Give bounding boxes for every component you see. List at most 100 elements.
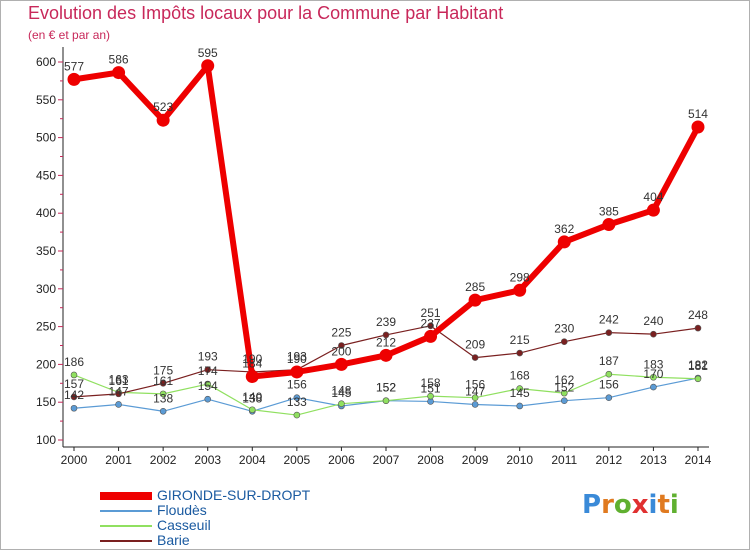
legend-swatch-casseuil — [100, 525, 152, 527]
data-point — [605, 370, 613, 378]
data-point — [516, 385, 524, 392]
data-label: 161 — [153, 374, 173, 388]
legend-label: Barie — [157, 532, 190, 548]
y-tick-label: 350 — [36, 244, 56, 258]
data-label: 151 — [421, 381, 441, 395]
logo-letter: i — [669, 490, 679, 520]
data-point — [156, 113, 170, 127]
data-point — [245, 369, 259, 383]
data-label: 140 — [242, 390, 262, 404]
logo-letter: r — [601, 490, 614, 520]
data-label: 237 — [421, 316, 441, 330]
data-label: 514 — [688, 107, 708, 121]
data-label: 170 — [643, 367, 663, 381]
data-point — [471, 354, 479, 361]
data-point — [204, 366, 212, 373]
data-point — [602, 218, 616, 232]
data-label: 190 — [242, 352, 262, 366]
legend-label: Floudès — [157, 502, 207, 518]
x-tick-label: 2007 — [373, 453, 400, 467]
data-label: 174 — [198, 364, 218, 378]
x-tick-label: 2004 — [239, 453, 266, 467]
data-label: 138 — [153, 391, 173, 405]
data-point — [516, 402, 524, 410]
data-point — [248, 406, 256, 414]
data-label: 184 — [242, 356, 262, 370]
logo-letter: P — [582, 490, 602, 520]
data-label: 142 — [64, 388, 84, 402]
data-point — [159, 390, 167, 398]
x-tick-label: 2010 — [506, 453, 533, 467]
data-point — [338, 342, 345, 349]
data-point — [201, 59, 215, 73]
y-tick-label: 150 — [36, 395, 56, 409]
data-label: 147 — [109, 384, 129, 398]
data-label: 193 — [198, 350, 218, 364]
data-point — [293, 394, 301, 401]
logo-letter: o — [613, 490, 632, 520]
x-tick-label: 2000 — [61, 453, 88, 467]
data-label: 215 — [510, 333, 530, 347]
data-label: 181 — [688, 359, 708, 373]
data-point — [650, 383, 657, 391]
data-point — [694, 324, 702, 332]
data-label: 586 — [109, 53, 129, 67]
data-point — [427, 392, 434, 400]
data-point — [159, 407, 167, 415]
data-point — [70, 404, 78, 412]
data-label: 251 — [421, 306, 441, 320]
data-point — [605, 394, 613, 401]
data-label: 595 — [198, 46, 218, 60]
data-label: 225 — [331, 326, 351, 340]
data-label: 152 — [376, 381, 396, 395]
data-label: 242 — [599, 313, 619, 327]
data-point — [159, 379, 167, 387]
data-point — [691, 120, 705, 134]
data-label: 156 — [599, 378, 619, 392]
data-point — [204, 380, 212, 388]
data-label: 193 — [287, 350, 307, 364]
legend-label: GIRONDE-SUR-DROPT — [157, 487, 311, 503]
x-tick-label: 2003 — [194, 453, 221, 467]
data-point — [646, 203, 660, 217]
data-label: 147 — [465, 384, 485, 398]
data-label: 183 — [643, 357, 663, 371]
data-label: 362 — [554, 222, 574, 236]
chart-subtitle: (en € et par an) — [28, 28, 111, 42]
x-tick-label: 2013 — [640, 453, 667, 467]
data-label: 156 — [465, 378, 485, 392]
data-label: 158 — [421, 376, 441, 390]
data-label: 523 — [153, 100, 173, 114]
data-point — [650, 373, 657, 381]
data-label: 190 — [287, 352, 307, 366]
data-point — [605, 329, 613, 336]
x-tick-label: 2011 — [551, 453, 577, 467]
data-label: 212 — [376, 335, 396, 349]
x-tick-label: 2006 — [328, 453, 355, 467]
data-point — [112, 66, 126, 80]
legend-swatch-gironde — [100, 492, 152, 500]
data-point — [560, 397, 568, 404]
data-label: 152 — [554, 381, 574, 395]
data-point — [468, 293, 482, 307]
data-label: 186 — [64, 355, 84, 369]
data-point — [516, 349, 524, 357]
data-label: 145 — [331, 386, 351, 400]
data-point — [382, 331, 390, 339]
data-label: 138 — [242, 391, 262, 405]
x-tick-label: 2005 — [283, 453, 310, 467]
data-label: 161 — [109, 374, 129, 388]
logo-letter: i — [648, 490, 658, 520]
data-label: 240 — [643, 314, 663, 328]
data-point — [293, 411, 301, 419]
legend-swatch-floudes — [100, 510, 152, 512]
data-label: 154 — [198, 379, 218, 393]
data-label: 230 — [554, 322, 574, 336]
data-label: 200 — [331, 344, 351, 358]
data-point — [471, 401, 479, 408]
logo-letter: x — [631, 490, 649, 520]
data-label: 385 — [599, 205, 619, 219]
data-label: 248 — [688, 308, 708, 322]
